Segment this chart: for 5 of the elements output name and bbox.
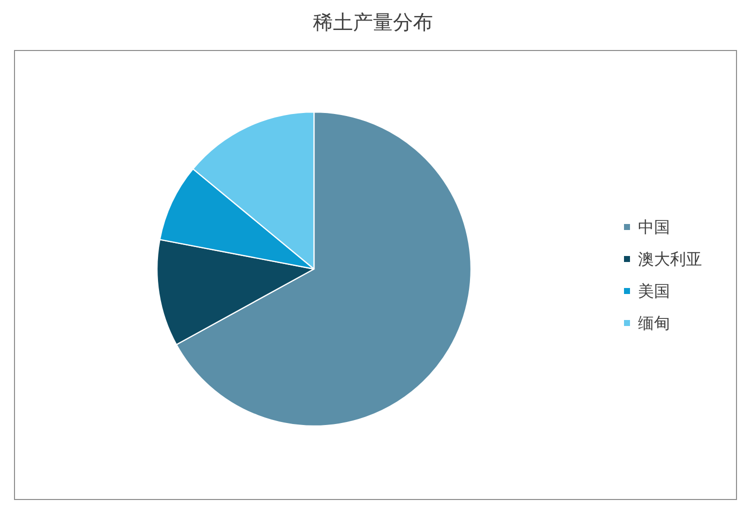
legend-label: 缅甸 xyxy=(638,314,670,332)
chart-title: 稀土产量分布 xyxy=(313,10,433,34)
legend-label: 中国 xyxy=(638,218,670,236)
legend-label: 澳大利亚 xyxy=(638,250,702,268)
legend-label: 美国 xyxy=(638,282,670,300)
